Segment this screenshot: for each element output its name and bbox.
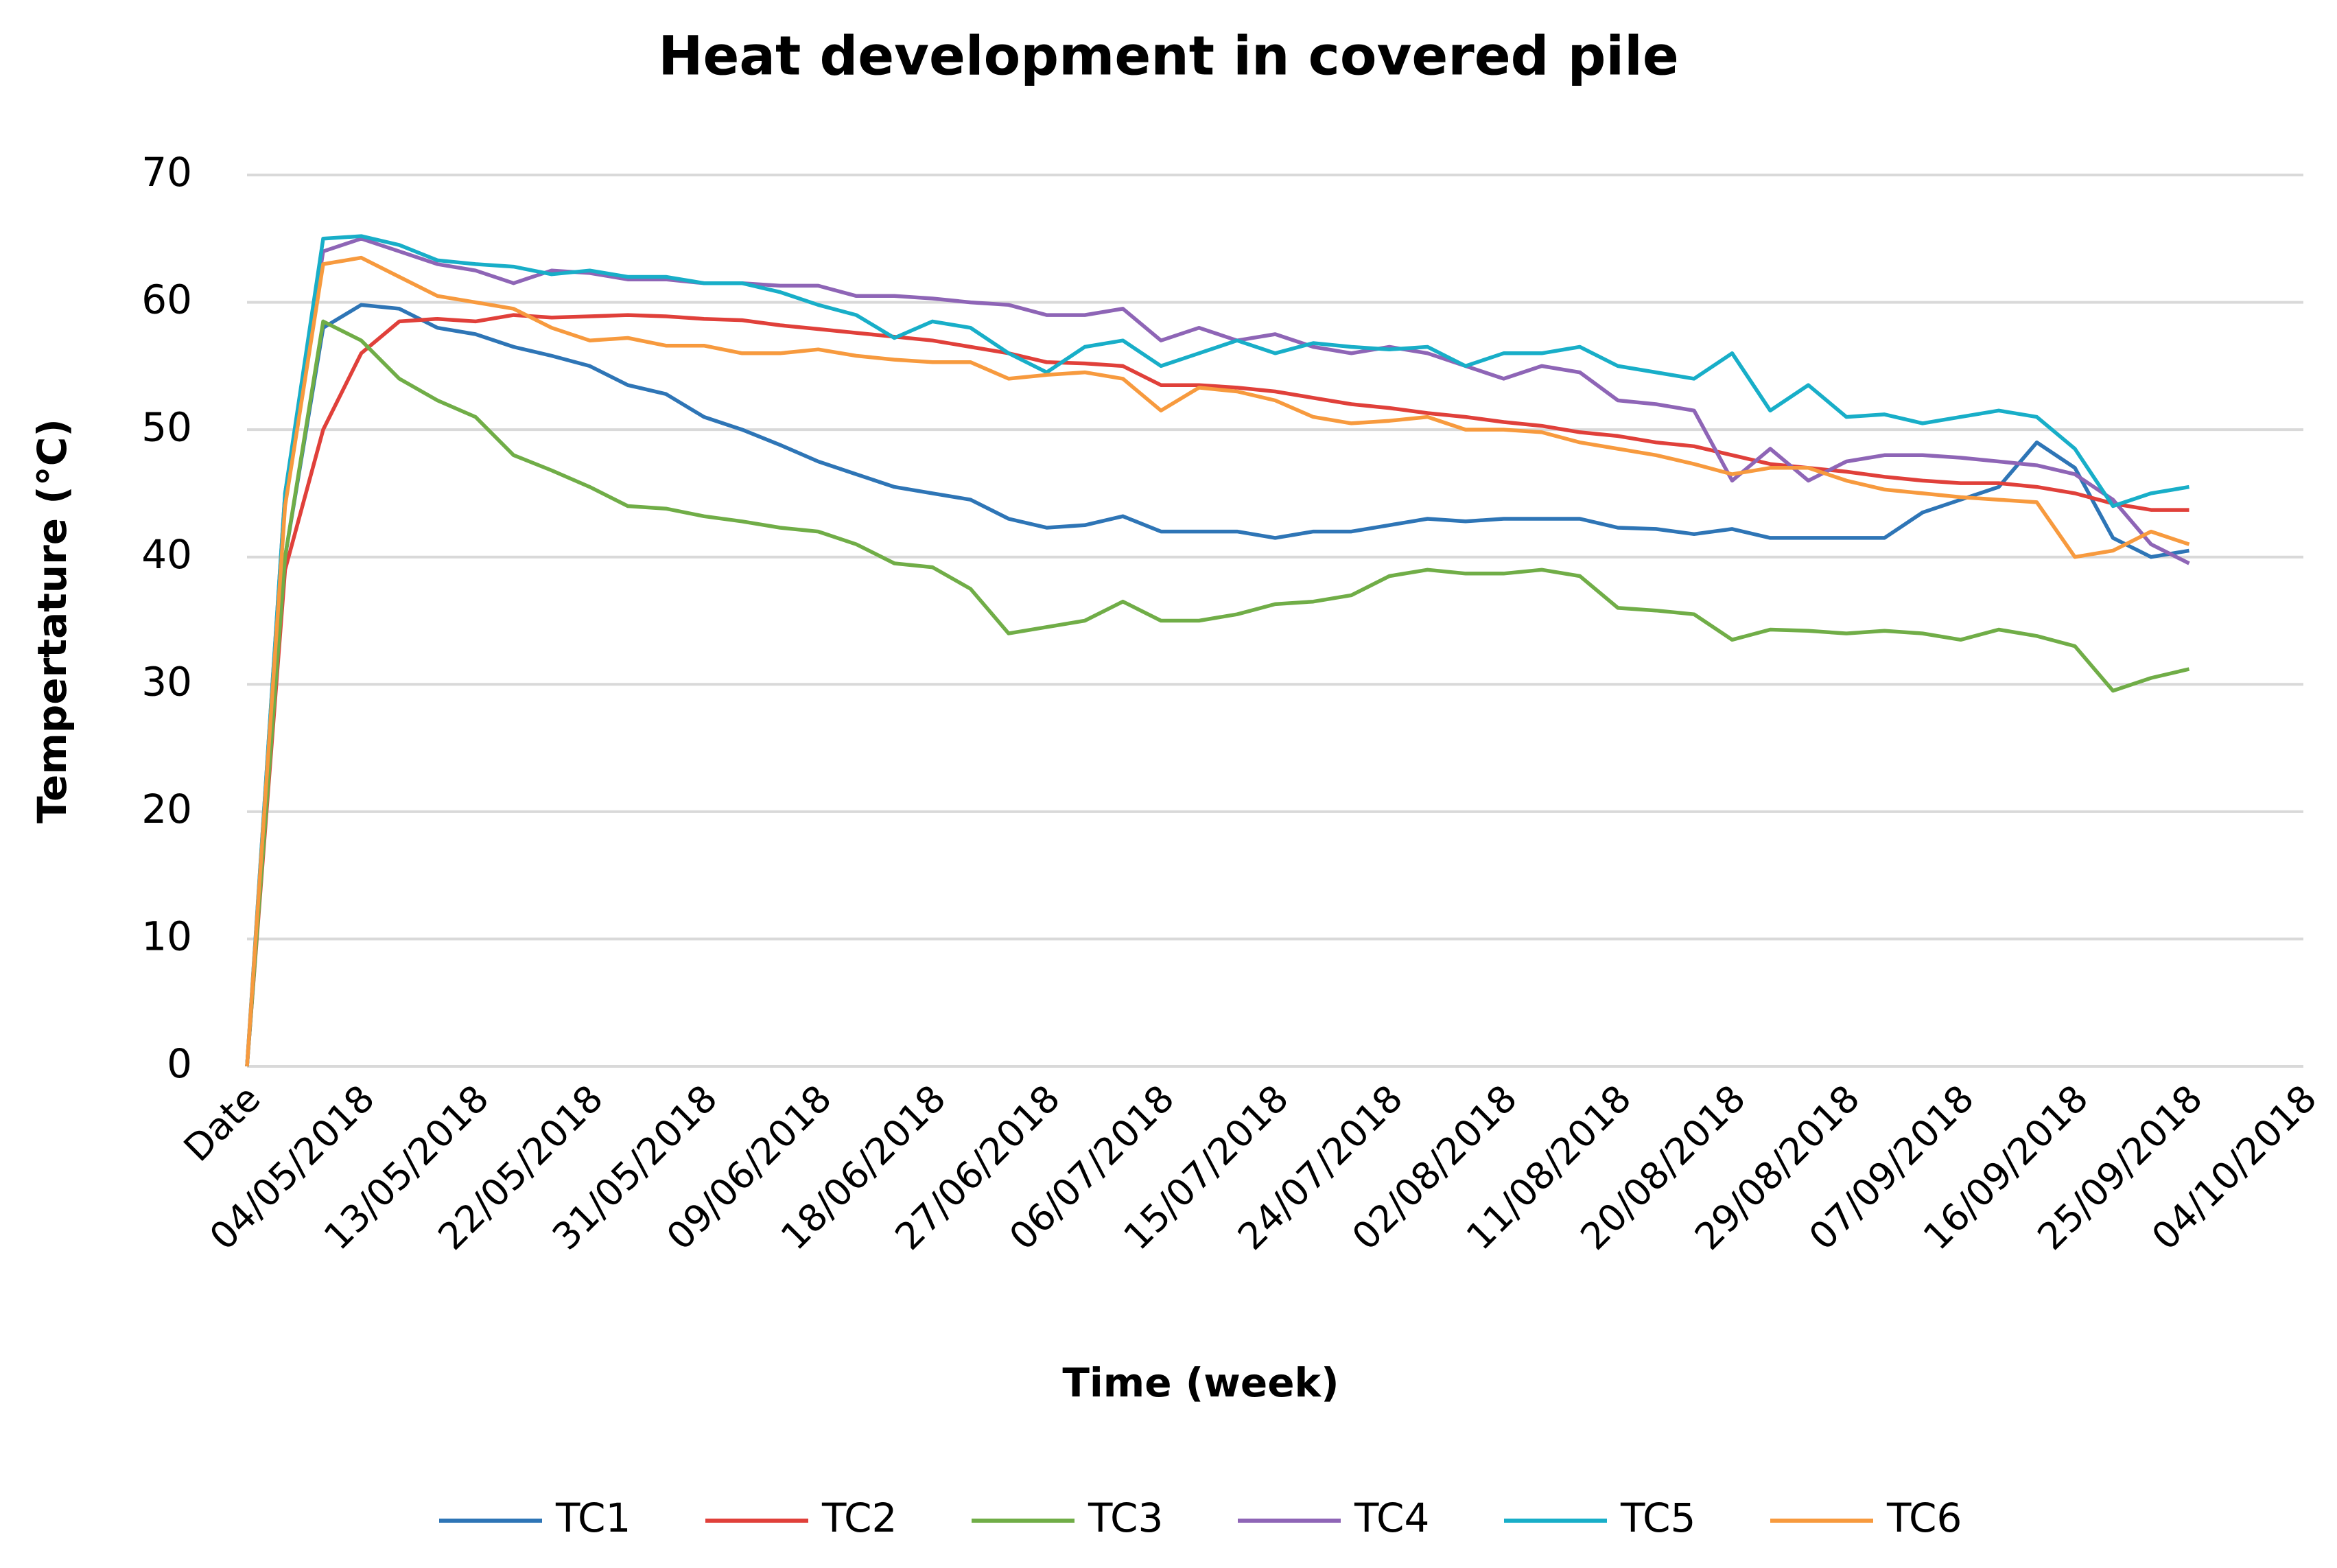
chart-title: Heat development in covered pile [658, 25, 1679, 87]
y-tick-label: 20 [141, 786, 192, 832]
series-line [245, 319, 2190, 1067]
y-tick-label: 60 [141, 277, 192, 323]
x-axis-title: Time (week) [1062, 1359, 1339, 1406]
y-tick-label: 40 [141, 531, 192, 578]
legend-label: TC4 [1354, 1495, 1429, 1541]
legend-label: TC1 [555, 1495, 631, 1541]
legend-label: TC2 [821, 1495, 897, 1541]
legend-label: TC5 [1620, 1495, 1695, 1541]
y-tick-label: 50 [141, 403, 192, 450]
y-tick-label: 30 [141, 658, 192, 705]
legend-label: TC6 [1886, 1495, 1962, 1541]
y-tick-label: 0 [167, 1040, 192, 1087]
y-tick-label: 70 [141, 149, 192, 196]
series-line [245, 303, 2189, 1067]
series-line [245, 237, 2190, 1067]
y-axis-title: Tempertature (°C) [29, 419, 75, 823]
x-tick-label: Date [176, 1077, 269, 1170]
series-line [245, 313, 2189, 1067]
legend-label: TC3 [1088, 1495, 1163, 1541]
y-tick-label: 10 [141, 913, 192, 960]
series-line [245, 255, 2190, 1067]
series-line [245, 234, 2189, 1067]
